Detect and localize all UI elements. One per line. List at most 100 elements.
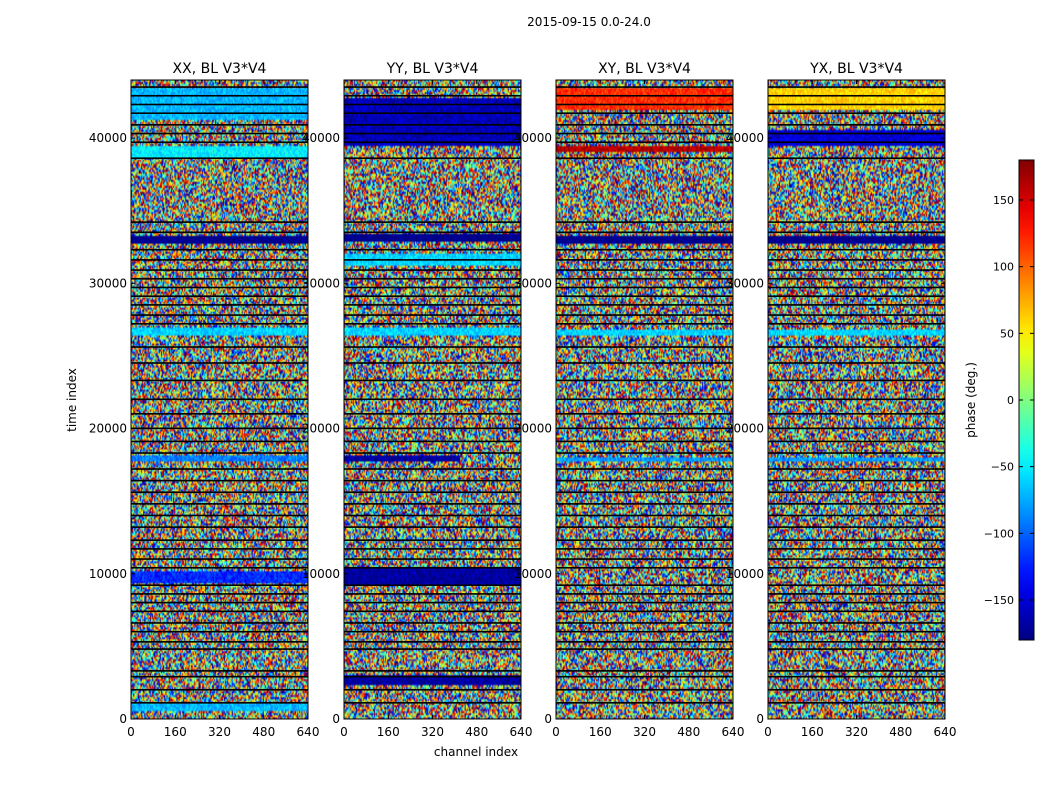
flag-row — [131, 141, 308, 144]
flag-row — [556, 413, 733, 415]
flag-row — [768, 346, 945, 348]
flag-row — [768, 259, 945, 261]
x-tick-label: 0 — [764, 725, 772, 739]
y-tick-label: 40000 — [89, 131, 127, 145]
flag-row — [131, 641, 308, 643]
flag-row — [131, 112, 308, 115]
flag-row — [344, 141, 521, 144]
flag-row — [344, 269, 521, 271]
flag-row — [344, 362, 521, 364]
x-tick-label: 0 — [127, 725, 135, 739]
flag-row — [344, 539, 521, 541]
heatmap-panel: YY, BL V3*V4 0 160 320 480 640 0 10000 20000 3000… — [302, 61, 533, 739]
flag-row — [768, 286, 945, 289]
flag-row — [768, 491, 945, 494]
flag-row — [131, 610, 308, 613]
flag-row — [556, 491, 733, 494]
flag-row — [344, 124, 521, 126]
heatmap-panel: YX, BL V3*V4 0 160 320 480 640 0 10000 20000 3000… — [726, 61, 957, 739]
flag-row — [768, 593, 945, 595]
flag-row — [768, 539, 945, 541]
flag-row — [768, 452, 945, 454]
flag-row — [131, 103, 308, 106]
flag-row — [344, 622, 521, 624]
x-tick-label: 320 — [421, 725, 444, 739]
flag-row — [556, 593, 733, 595]
flag-row — [344, 548, 521, 550]
flag-row — [556, 112, 733, 115]
flag-row — [131, 648, 308, 650]
heatmap-panel: XY, BL V3*V4 0 160 320 480 640 0 10000 20000 3000… — [514, 61, 745, 739]
flag-row — [768, 675, 945, 678]
flag-row — [556, 514, 733, 517]
flag-row — [344, 103, 521, 106]
flag-row — [556, 670, 733, 672]
x-tick-label: 640 — [510, 725, 533, 739]
flag-row — [131, 539, 308, 541]
flag-row — [344, 248, 521, 251]
y-tick-label: 10000 — [514, 567, 552, 581]
flag-row — [768, 479, 945, 482]
flag-row — [344, 630, 521, 633]
flag-row — [131, 304, 308, 306]
flag-row — [344, 479, 521, 482]
flag-row — [131, 491, 308, 494]
flag-row — [344, 295, 521, 297]
flag-row — [344, 702, 521, 704]
flag-row — [344, 398, 521, 401]
flag-row — [344, 157, 521, 160]
flag-row — [131, 248, 308, 251]
flag-row — [131, 94, 308, 97]
flag-row — [131, 479, 308, 482]
flag-row — [768, 398, 945, 401]
y-tick-label: 30000 — [89, 276, 127, 290]
figure-suptitle: 2015-09-15 0.0-24.0 — [527, 15, 651, 29]
flag-row — [556, 610, 733, 613]
flag-row — [768, 503, 945, 505]
flag-row — [556, 566, 733, 569]
flag-row — [131, 468, 308, 470]
flag-row — [768, 584, 945, 586]
flag-row — [131, 688, 308, 691]
flag-row — [556, 702, 733, 704]
x-tick-label: 480 — [465, 725, 488, 739]
flag-row — [556, 526, 733, 528]
panel-title: YY, BL V3*V4 — [386, 61, 479, 77]
flag-row — [131, 440, 308, 443]
flag-row — [344, 468, 521, 470]
flag-row — [131, 584, 308, 586]
flag-row — [768, 112, 945, 115]
flag-row — [768, 231, 945, 234]
flag-row — [556, 601, 733, 604]
flag-row — [768, 314, 945, 316]
colorbar-tick-label: 150 — [993, 194, 1014, 207]
flag-row — [131, 314, 308, 316]
flag-row — [344, 593, 521, 595]
flag-row — [131, 670, 308, 672]
flag-row — [344, 641, 521, 643]
flag-row — [344, 259, 521, 261]
flag-row — [556, 641, 733, 643]
flag-row — [131, 259, 308, 261]
colorbar-tick-label: −150 — [984, 594, 1014, 607]
x-tick-label: 640 — [297, 725, 320, 739]
flag-row — [768, 548, 945, 550]
flag-row — [344, 304, 521, 306]
y-tick-label: 40000 — [726, 131, 764, 145]
y-tick-label: 40000 — [302, 131, 340, 145]
flag-row — [131, 526, 308, 528]
flag-row — [556, 304, 733, 306]
flag-row — [131, 346, 308, 348]
flag-row — [556, 248, 733, 251]
flag-row — [131, 675, 308, 678]
flag-row — [344, 221, 521, 223]
flag-row — [344, 648, 521, 650]
y-tick-label: 10000 — [302, 567, 340, 581]
flag-row — [556, 86, 733, 88]
flag-row — [556, 688, 733, 691]
flag-row — [131, 322, 308, 325]
flag-row — [768, 141, 945, 144]
flag-row — [131, 601, 308, 604]
x-tick-label: 320 — [633, 725, 656, 739]
colorbar-tick-label: −50 — [991, 461, 1014, 474]
